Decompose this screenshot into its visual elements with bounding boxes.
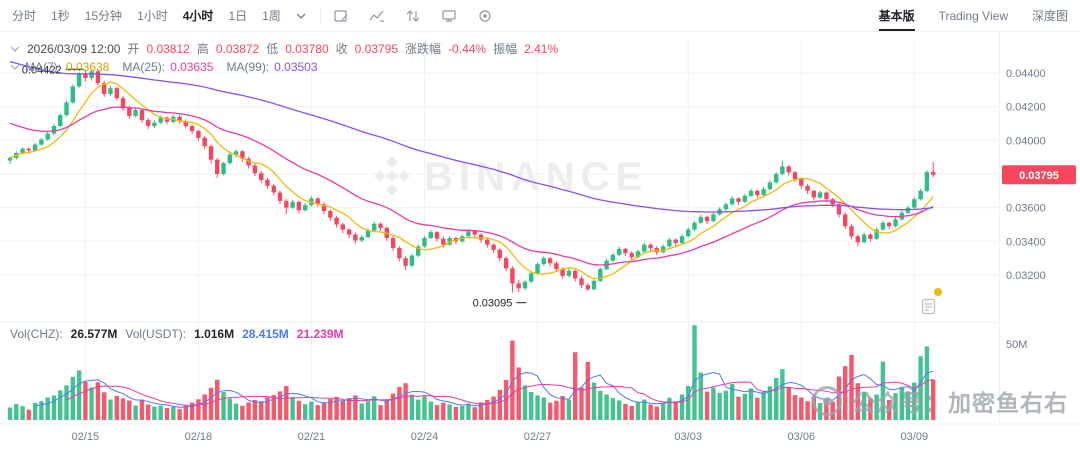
interval-1s[interactable]: 1秒	[51, 9, 70, 23]
vol-base-value: 26.577M	[70, 327, 118, 341]
axes-layer: 0.044000.042000.040000.038000.036000.034…	[22, 64, 1076, 443]
event-marker-dot[interactable]	[934, 288, 942, 296]
channel-watermark-text: 公众号：加密鱼右右	[852, 390, 1068, 416]
svg-text:0.03095: 0.03095	[473, 298, 513, 310]
toolbar-divider	[319, 8, 321, 23]
vol-base-label: Vol(CHZ):	[10, 327, 63, 341]
close-value: 0.03795	[354, 41, 399, 56]
open-value: 0.03812	[146, 41, 190, 56]
volume-legend-bar: Vol(CHZ): 26.577M Vol(USDT): 1.016M 28.4…	[10, 327, 344, 341]
svg-text:03/06: 03/06	[788, 431, 816, 443]
ma99-value: 0.03503	[274, 60, 318, 74]
svg-text:02/21: 02/21	[298, 431, 326, 443]
collapse-chevron-icon[interactable]	[10, 46, 20, 52]
svg-text:0.03200: 0.03200	[1006, 270, 1046, 282]
amplitude-value: 2.41%	[524, 41, 559, 56]
crosshair-icon[interactable]	[477, 8, 493, 24]
ma25-label: MA(25):	[122, 60, 166, 74]
interval-dropdown-icon[interactable]	[296, 13, 306, 19]
low-label: 低	[266, 42, 279, 56]
ohlc-info-bar: 2026/03/09 12:00 开 0.03812 高 0.03872 低 0…	[10, 40, 558, 57]
vol-quote-label: Vol(USDT):	[125, 327, 187, 341]
tab-depth-chart[interactable]: 深度图	[1031, 9, 1068, 23]
channel-watermark: 公众号：加密鱼右右	[812, 384, 1068, 418]
view-tabs: 基本版 Trading View 深度图	[879, 0, 1068, 31]
tab-tradingview[interactable]: Trading View	[938, 8, 1008, 23]
svg-text:0.04400: 0.04400	[1006, 68, 1046, 80]
ma7-label: MA(7):	[25, 60, 61, 74]
channel-logo-icon	[812, 386, 842, 416]
toolbar-icon-group	[333, 8, 493, 24]
svg-text:0.03600: 0.03600	[1006, 203, 1046, 215]
ma-legend-bar: MA(7): 0.03638 MA(25): 0.03635 MA(99): 0…	[10, 60, 318, 74]
close-label: 收	[335, 42, 348, 56]
change-label: 涨跌幅	[405, 42, 442, 56]
svg-text:BINANCE: BINANCE	[424, 155, 648, 199]
vol-quote-value: 1.016M	[194, 327, 235, 341]
ma99-label: MA(99):	[226, 60, 270, 74]
high-label: 高	[196, 42, 209, 56]
svg-text:0.04000: 0.04000	[1006, 135, 1046, 147]
interval-1hour[interactable]: 1小时	[137, 9, 168, 23]
svg-text:02/24: 02/24	[411, 431, 439, 443]
edit-interval-icon[interactable]	[333, 8, 349, 24]
interval-1day[interactable]: 1日	[228, 9, 248, 23]
svg-text:0.04422: 0.04422	[22, 64, 62, 76]
svg-text:03/09: 03/09	[901, 431, 929, 443]
display-settings-icon[interactable]	[441, 8, 457, 24]
ma-collapse-chevron-icon[interactable]	[10, 64, 20, 70]
watermark-layer: BINANCE	[374, 155, 648, 199]
svg-text:03/03: 03/03	[674, 431, 702, 443]
ma7-value: 0.03638	[66, 60, 110, 74]
tab-basic-version[interactable]: 基本版	[879, 0, 915, 31]
svg-text:02/15: 02/15	[72, 431, 100, 443]
interval-time-sharing[interactable]: 分时	[12, 9, 37, 23]
high-value: 0.03872	[215, 41, 260, 56]
news-note-icon[interactable]	[921, 298, 937, 321]
interval-4hour[interactable]: 4小时	[182, 9, 214, 23]
interval-1week[interactable]: 1周	[262, 9, 281, 23]
volume-layer	[7, 325, 936, 420]
amplitude-label: 振幅	[493, 42, 518, 56]
ma25-value: 0.03635	[170, 60, 214, 74]
interval-15min[interactable]: 15分钟	[84, 9, 123, 23]
svg-text:0.03795: 0.03795	[1019, 170, 1059, 182]
svg-text:02/18: 02/18	[185, 431, 213, 443]
candle-datetime: 2026/03/09 12:00	[27, 41, 121, 56]
change-value: -0.44%	[448, 41, 487, 56]
kline-chart-canvas[interactable]: BINANCE0.044000.042000.040000.038000.036…	[0, 32, 1080, 450]
indicator-line-icon[interactable]	[369, 8, 385, 24]
grid-layer	[0, 32, 1080, 425]
vol-ma5-value: 28.415M	[242, 327, 289, 341]
svg-text:50M: 50M	[1006, 339, 1027, 351]
chart-toolbar: 分时 1秒 15分钟 1小时 4小时 1日 1周	[0, 0, 1080, 32]
svg-text:0.03400: 0.03400	[1006, 236, 1046, 248]
compare-arrows-icon[interactable]	[405, 8, 421, 24]
ma-lines-layer	[9, 60, 934, 280]
open-label: 开	[127, 42, 140, 56]
low-value: 0.03780	[285, 41, 329, 56]
svg-text:0.04200: 0.04200	[1006, 102, 1046, 114]
vol-ma10-value: 21.239M	[296, 327, 344, 341]
binance-brand-watermark: BINANCE	[374, 155, 648, 199]
svg-text:02/27: 02/27	[524, 431, 552, 443]
